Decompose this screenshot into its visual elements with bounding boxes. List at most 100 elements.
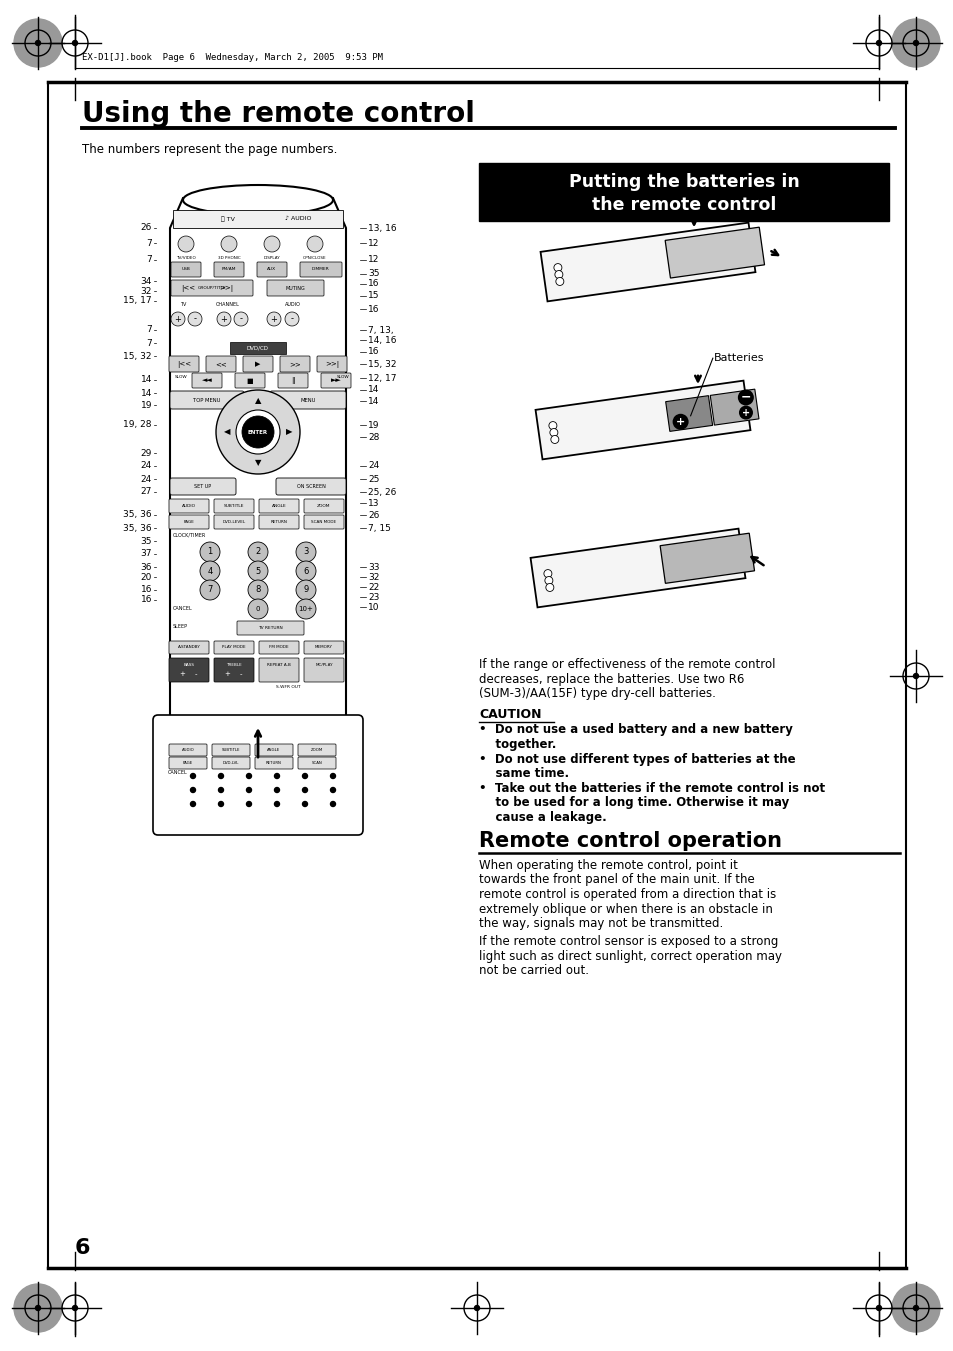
Text: DIMMER: DIMMER: [312, 267, 330, 272]
Circle shape: [913, 1305, 918, 1310]
Circle shape: [891, 1283, 939, 1332]
Text: 33: 33: [368, 562, 379, 571]
Polygon shape: [535, 381, 750, 459]
Circle shape: [191, 774, 195, 778]
Polygon shape: [170, 199, 346, 755]
Text: 3D PHONIC: 3D PHONIC: [217, 255, 240, 259]
Text: SLOW: SLOW: [336, 376, 349, 380]
Circle shape: [555, 270, 562, 278]
Text: ON SCREEN: ON SCREEN: [296, 484, 325, 489]
Text: 23: 23: [368, 593, 379, 601]
Text: +: +: [174, 315, 181, 323]
Text: PAGE: PAGE: [183, 520, 194, 524]
Text: SET UP: SET UP: [194, 484, 212, 489]
Text: EX-D1[J].book  Page 6  Wednesday, March 2, 2005  9:53 PM: EX-D1[J].book Page 6 Wednesday, March 2,…: [82, 53, 382, 62]
Text: 15, 32: 15, 32: [368, 359, 396, 369]
Text: -: -: [239, 671, 242, 677]
Text: DVD/CD: DVD/CD: [247, 346, 269, 350]
Text: OPN/CLOSE: OPN/CLOSE: [303, 255, 327, 259]
Text: -: -: [239, 315, 242, 323]
Text: 32: 32: [368, 573, 379, 581]
Text: AUDIO: AUDIO: [182, 504, 195, 508]
Text: >>|: >>|: [218, 285, 233, 292]
Text: FM/AM: FM/AM: [221, 267, 236, 272]
FancyBboxPatch shape: [169, 757, 207, 769]
FancyBboxPatch shape: [234, 373, 265, 388]
FancyBboxPatch shape: [320, 373, 351, 388]
Text: USB: USB: [181, 267, 191, 272]
Text: 16: 16: [140, 596, 152, 604]
Text: 1: 1: [207, 547, 213, 557]
Text: not be carried out.: not be carried out.: [478, 965, 588, 978]
Text: MC/PLAY: MC/PLAY: [314, 663, 333, 667]
Text: 4: 4: [207, 566, 213, 576]
Circle shape: [891, 19, 939, 68]
Text: DISPLAY: DISPLAY: [263, 255, 280, 259]
Text: -: -: [193, 315, 196, 323]
Polygon shape: [659, 534, 754, 584]
FancyBboxPatch shape: [270, 390, 346, 409]
Text: +: +: [220, 315, 227, 323]
Text: +: +: [271, 315, 277, 323]
Circle shape: [274, 801, 279, 807]
Text: 36: 36: [140, 562, 152, 571]
FancyBboxPatch shape: [212, 744, 250, 757]
Text: TV: TV: [179, 303, 186, 307]
Circle shape: [248, 580, 268, 600]
Circle shape: [216, 312, 231, 326]
Text: 10: 10: [368, 603, 379, 612]
Circle shape: [14, 19, 62, 68]
Text: 20: 20: [140, 573, 152, 581]
Polygon shape: [664, 227, 763, 278]
Text: SLEEP: SLEEP: [172, 624, 188, 630]
Text: MUTING: MUTING: [285, 285, 305, 290]
FancyBboxPatch shape: [316, 357, 347, 372]
FancyBboxPatch shape: [254, 744, 293, 757]
Circle shape: [330, 788, 335, 793]
Text: 24: 24: [141, 474, 152, 484]
FancyBboxPatch shape: [256, 262, 287, 277]
Text: towards the front panel of the main unit. If the: towards the front panel of the main unit…: [478, 874, 754, 886]
Text: 25, 26: 25, 26: [368, 488, 395, 497]
Text: 9: 9: [303, 585, 309, 594]
Text: -: -: [194, 671, 197, 677]
Text: 13, 16: 13, 16: [368, 223, 396, 232]
Text: A.STANDBY: A.STANDBY: [177, 646, 200, 650]
Text: 35, 36: 35, 36: [123, 511, 152, 520]
Text: •  Do not use a used battery and a new battery: • Do not use a used battery and a new ba…: [478, 724, 792, 736]
Text: 12, 17: 12, 17: [368, 373, 396, 382]
FancyBboxPatch shape: [212, 757, 250, 769]
Circle shape: [285, 312, 298, 326]
Bar: [478, 163, 888, 222]
Circle shape: [35, 41, 40, 46]
Text: cause a leakage.: cause a leakage.: [478, 811, 606, 824]
Text: If the remote control sensor is exposed to a strong: If the remote control sensor is exposed …: [478, 935, 778, 948]
Text: ▲: ▲: [254, 396, 261, 405]
Text: 16: 16: [368, 304, 379, 313]
Text: 19: 19: [368, 420, 379, 430]
Text: 32: 32: [140, 286, 152, 296]
Circle shape: [474, 1305, 479, 1310]
Text: SCAN MODE: SCAN MODE: [311, 520, 336, 524]
Circle shape: [876, 1305, 881, 1310]
Circle shape: [218, 774, 223, 778]
FancyBboxPatch shape: [258, 640, 298, 654]
FancyBboxPatch shape: [192, 373, 222, 388]
Text: 7: 7: [146, 326, 152, 335]
Text: |<<: |<<: [181, 285, 194, 292]
Text: 27: 27: [140, 488, 152, 497]
Text: the remote control: the remote control: [591, 196, 776, 213]
FancyBboxPatch shape: [299, 262, 341, 277]
Text: ■: ■: [247, 377, 253, 384]
FancyBboxPatch shape: [206, 357, 235, 372]
Text: 24: 24: [368, 462, 379, 470]
Circle shape: [545, 584, 554, 592]
Circle shape: [246, 788, 252, 793]
Text: Batteries: Batteries: [713, 353, 763, 363]
Text: S.WFR OUT: S.WFR OUT: [275, 685, 300, 689]
Text: 35: 35: [368, 269, 379, 278]
Text: SCAN: SCAN: [312, 761, 322, 765]
Text: 16: 16: [368, 280, 379, 289]
Text: 15, 32: 15, 32: [123, 351, 152, 361]
Text: -: -: [291, 315, 294, 323]
